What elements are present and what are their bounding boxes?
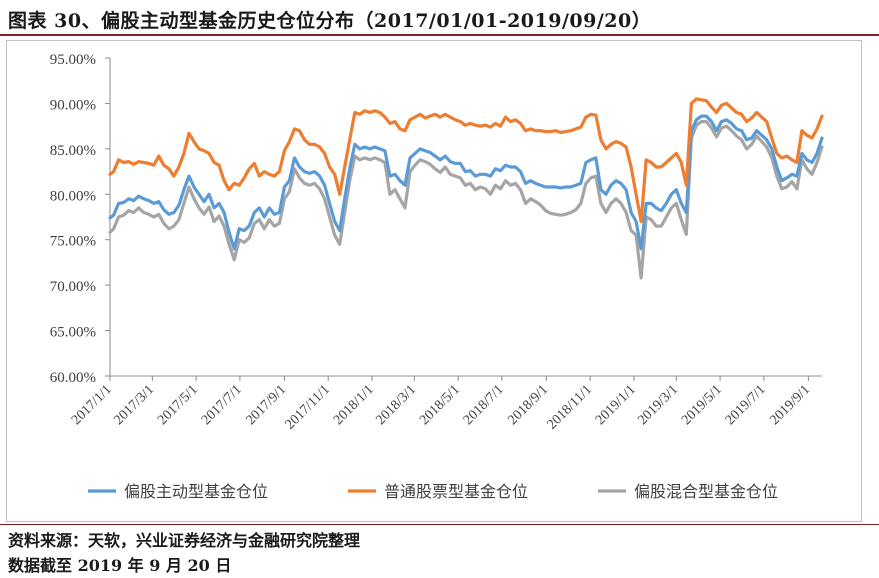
x-tick-label: 2019/1/1	[593, 382, 639, 428]
legend-label-0: 偏股主动型基金仓位	[124, 482, 268, 501]
x-tick-label: 2018/7/1	[461, 382, 507, 428]
footer-divider	[0, 524, 879, 525]
y-tick-label: 85.00%	[50, 143, 96, 159]
x-tick-label: 2019/7/1	[723, 382, 769, 428]
x-tick-label: 2019/5/1	[679, 382, 725, 428]
x-tick-label: 2018/1/1	[331, 382, 377, 428]
y-tick-label: 65.00%	[50, 325, 96, 341]
x-tick-label: 2017/5/1	[155, 382, 201, 428]
x-tick-label: 2017/3/1	[111, 382, 157, 428]
x-axis: 2017/1/12017/3/12017/5/12017/7/12017/9/1…	[69, 376, 822, 433]
y-tick-label: 70.00%	[50, 279, 96, 295]
x-tick-label: 2019/3/1	[635, 382, 681, 428]
series-line-2	[110, 122, 822, 278]
line-chart: 60.00% 65.00% 70.00% 75.00% 80.00% 85.00% 90.0…	[0, 0, 879, 520]
y-tick-label: 75.00%	[50, 234, 96, 250]
x-tick-label: 2018/11/1	[545, 382, 595, 432]
x-tick-label: 2017/7/1	[199, 382, 245, 428]
x-tick-label: 2018/3/1	[373, 382, 419, 428]
legend-label-2: 偏股混合型基金仓位	[634, 482, 778, 501]
legend: 偏股主动型基金仓位 普通股票型基金仓位 偏股混合型基金仓位	[88, 482, 778, 501]
legend-label-1: 普通股票型基金仓位	[384, 482, 528, 501]
y-tick-label: 95.00%	[50, 52, 96, 68]
x-tick-label: 2017/11/1	[283, 382, 333, 432]
date-note: 数据截至 2019 年 9 月 20 日	[8, 552, 231, 576]
y-tick-label: 90.00%	[50, 97, 96, 113]
x-tick-label: 2019/9/1	[767, 382, 813, 428]
source-note: 资料来源：天软，兴业证券经济与金融研究院整理	[8, 527, 360, 551]
y-axis: 60.00% 65.00% 70.00% 75.00% 80.00% 85.00% 90.0…	[50, 52, 110, 386]
series-line-1	[110, 99, 822, 222]
y-tick-label: 80.00%	[50, 188, 96, 204]
x-tick-label: 2018/5/1	[417, 382, 463, 428]
series-lines	[110, 99, 822, 278]
x-tick-label: 2017/1/1	[69, 382, 115, 428]
y-tick-label: 60.00%	[50, 370, 96, 386]
